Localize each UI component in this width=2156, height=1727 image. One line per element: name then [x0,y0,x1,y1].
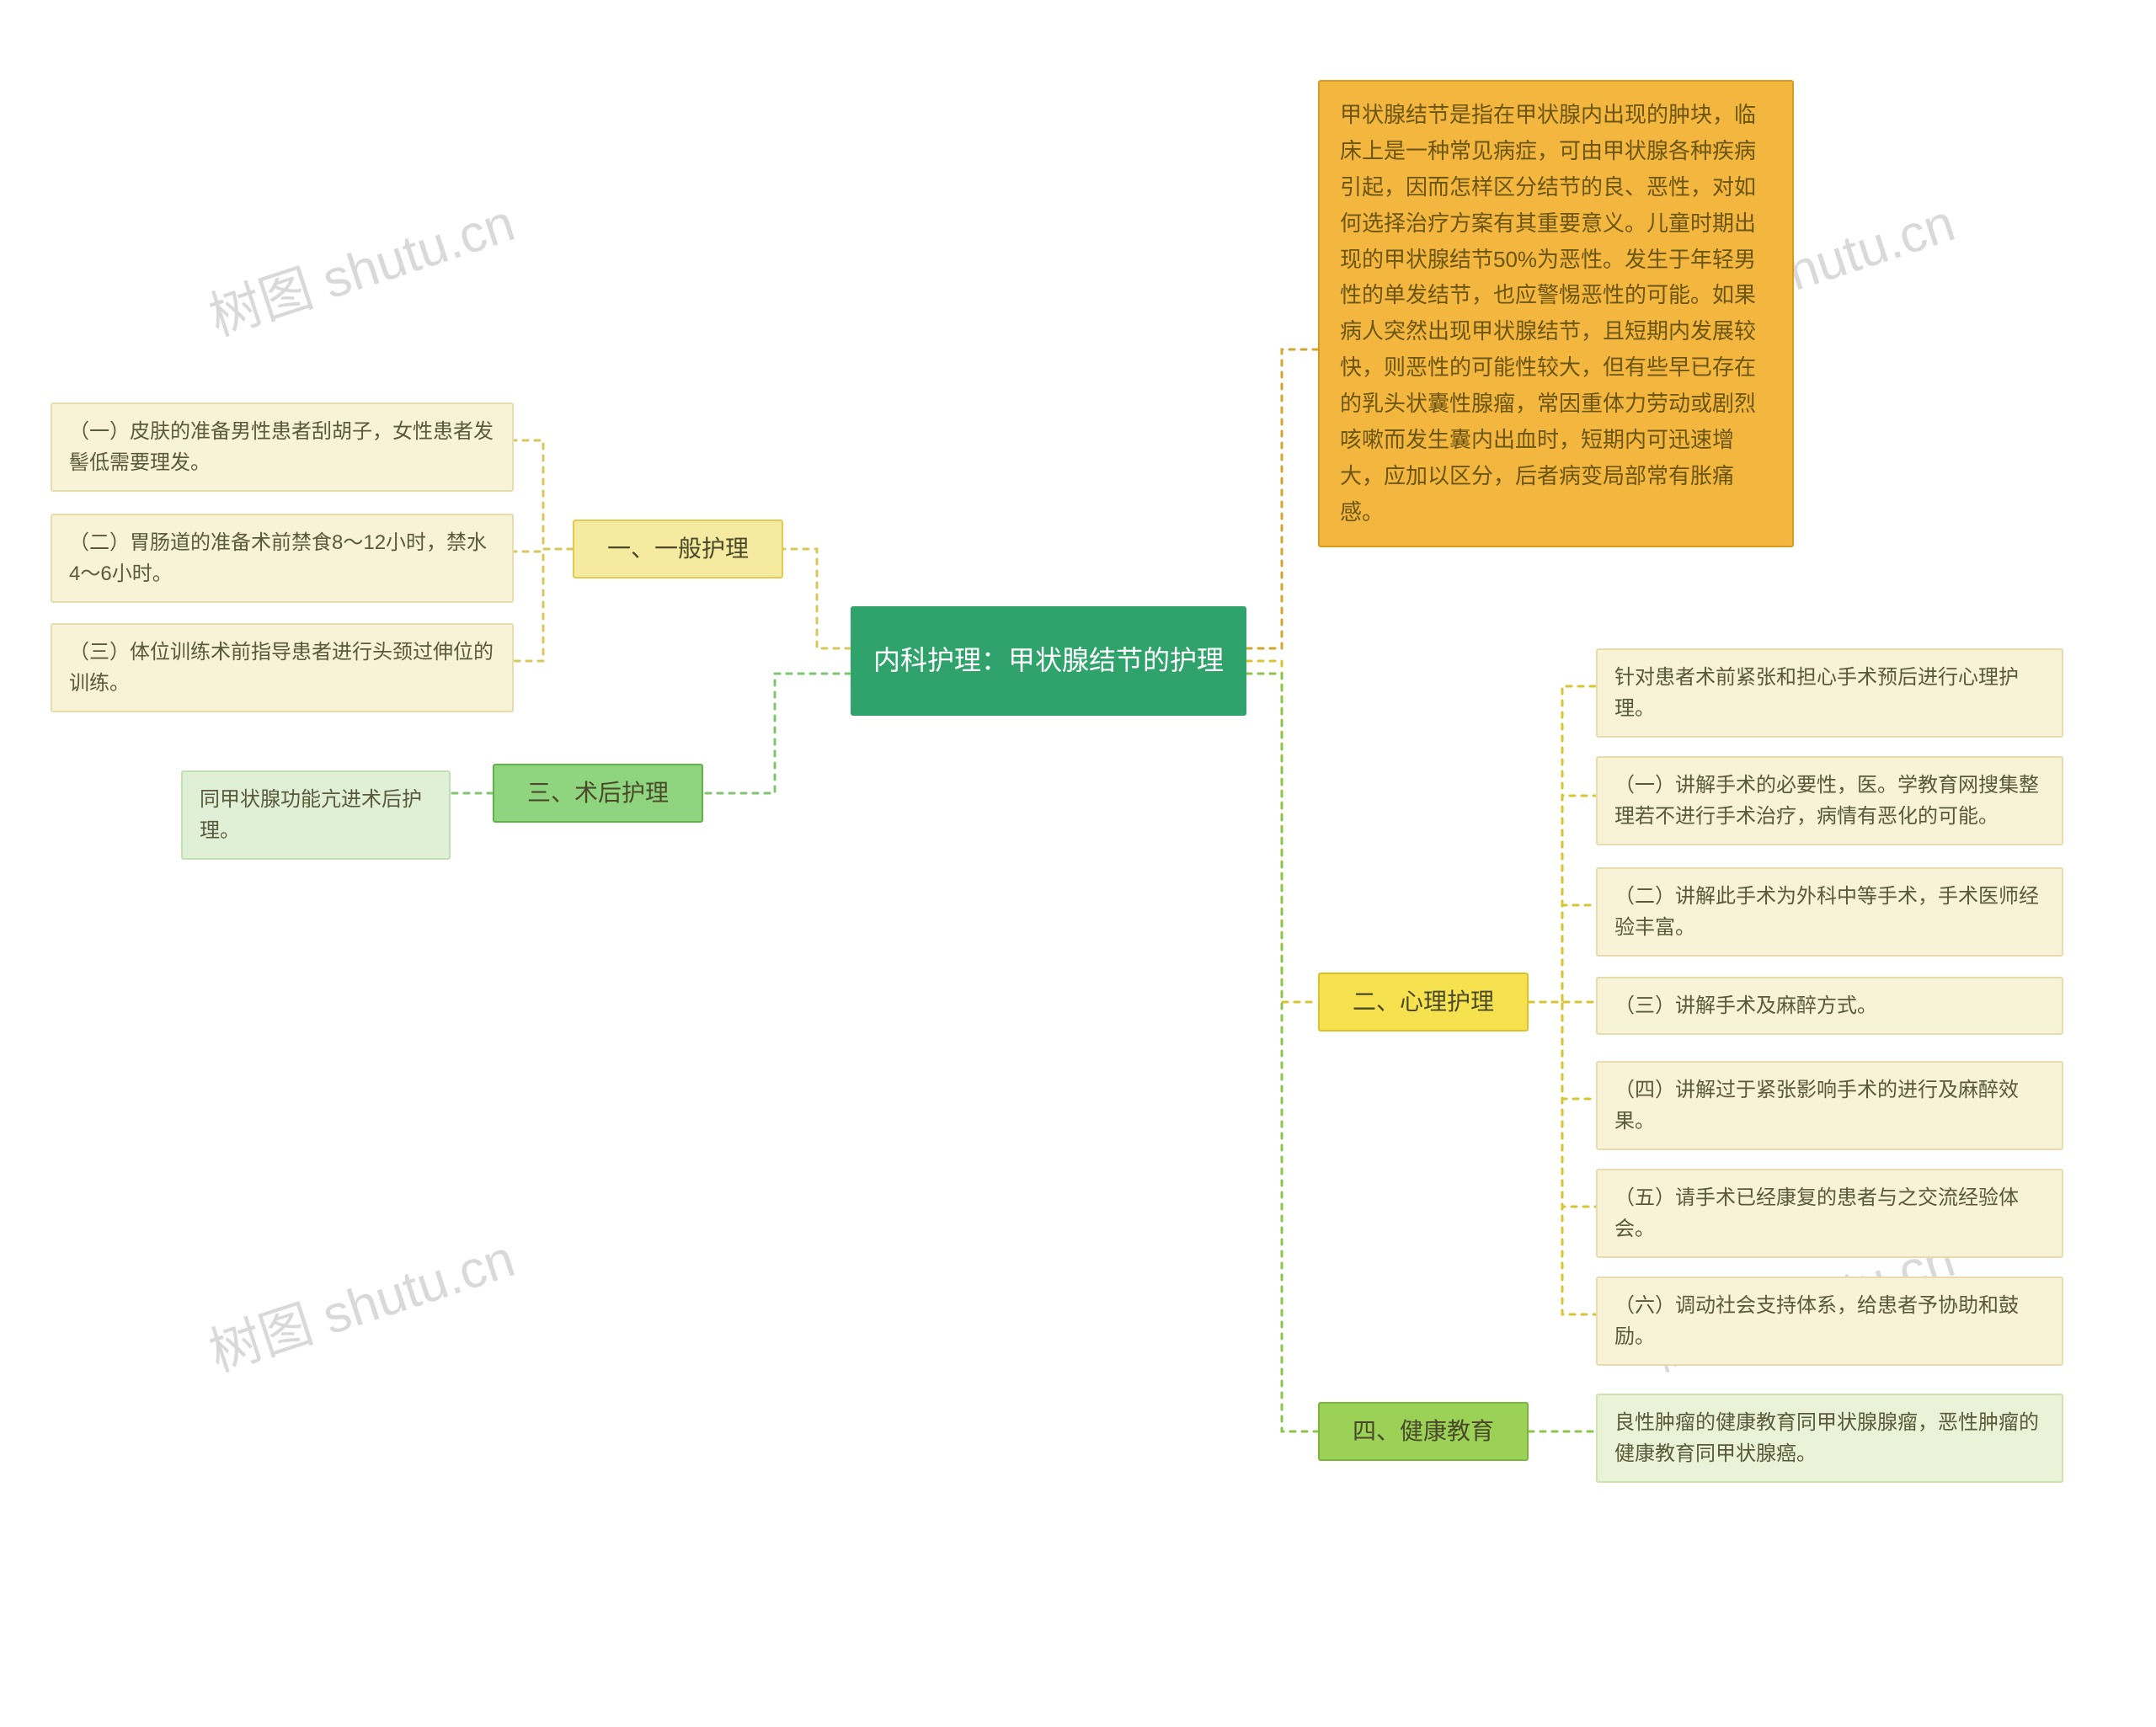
root-node[interactable]: 内科护理：甲状腺结节的护理 [851,606,1246,716]
leaf-node[interactable]: 针对患者术前紧张和担心手术预后进行心理护理。 [1596,648,2063,738]
branch-node-b1[interactable]: 一、一般护理 [573,520,783,578]
leaf-node[interactable]: （五）请手术已经康复的患者与之交流经验体会。 [1596,1169,2063,1258]
intro-node[interactable]: 甲状腺结节是指在甲状腺内出现的肿块，临床上是一种常见病症，可由甲状腺各种疾病引起… [1318,80,1794,547]
leaf-node[interactable]: 同甲状腺功能亢进术后护理。 [181,770,451,860]
leaf-node[interactable]: （三）讲解手术及麻醉方式。 [1596,977,2063,1035]
leaf-node[interactable]: （二）讲解此手术为外科中等手术，手术医师经验丰富。 [1596,867,2063,957]
mindmap-canvas: 树图 shutu.cn 树图 shutu.cn 树图 shutu.cn 树图 s… [0,0,2156,1727]
leaf-node[interactable]: 良性肿瘤的健康教育同甲状腺腺瘤，恶性肿瘤的健康教育同甲状腺癌。 [1596,1394,2063,1483]
leaf-node[interactable]: （四）讲解过于紧张影响手术的进行及麻醉效果。 [1596,1061,2063,1150]
leaf-node[interactable]: （六）调动社会支持体系，给患者予协助和鼓励。 [1596,1277,2063,1366]
leaf-node[interactable]: （一）讲解手术的必要性，医。学教育网搜集整理若不进行手术治疗，病情有恶化的可能。 [1596,756,2063,845]
leaf-node[interactable]: （二）胃肠道的准备术前禁食8～12小时，禁水4～6小时。 [51,514,514,603]
leaf-node[interactable]: （三）体位训练术前指导患者进行头颈过伸位的训练。 [51,623,514,712]
leaf-node[interactable]: （一）皮肤的准备男性患者刮胡子，女性患者发髻低需要理发。 [51,402,514,492]
branch-node-b2[interactable]: 二、心理护理 [1318,973,1529,1031]
branch-node-b3[interactable]: 三、术后护理 [493,764,703,823]
branch-node-b4[interactable]: 四、健康教育 [1318,1402,1529,1461]
